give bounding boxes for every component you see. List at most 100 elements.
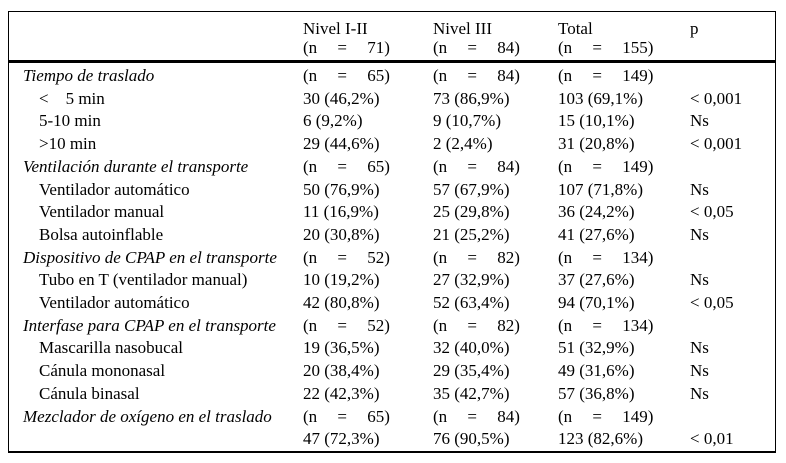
cell-nivel3: (n = 82) bbox=[433, 315, 520, 335]
header-nivel3-title: Nivel III bbox=[433, 19, 493, 38]
header-nivel12: Nivel I-II (n = 71) bbox=[303, 12, 433, 63]
cell-total: 36 (24,2%) bbox=[558, 202, 635, 222]
cell-total: (n = 134) bbox=[558, 247, 654, 267]
cell-nivel3: 52 (63,4%) bbox=[433, 293, 510, 313]
cell-total: (n = 134) bbox=[558, 315, 654, 335]
header-total-n: (n = 155) bbox=[558, 38, 654, 57]
table-row-group: Dispositivo de CPAP en el transporte (n =… bbox=[9, 247, 775, 270]
cell-label: Mezclador de oxígeno en el traslado bbox=[23, 406, 272, 426]
cell-p: Ns bbox=[690, 179, 709, 199]
header-total: Total (n = 155) bbox=[558, 12, 690, 63]
table-row: Ventilador automático 42 (80,8%) 52 (63,4%… bbox=[9, 292, 775, 315]
cell-total: (n = 149) bbox=[558, 66, 654, 85]
cell-label: Ventilador automático bbox=[39, 179, 190, 199]
cell-p bbox=[690, 156, 775, 179]
cell-nivel12: 20 (38,4%) bbox=[303, 361, 380, 381]
cell-label: Ventilador manual bbox=[39, 202, 165, 222]
table-row: Bolsa autoinflable 20 (30,8%) 21 (25,2%) 41… bbox=[9, 224, 775, 247]
cell-label: Cánula mononasal bbox=[39, 361, 166, 381]
header-nivel3: Nivel III (n = 84) bbox=[433, 12, 558, 63]
cell-nivel12: 20 (30,8%) bbox=[303, 224, 380, 244]
table-row-group: Mezclador de oxígeno en el traslado (n = … bbox=[9, 406, 775, 429]
cell-nivel12: 11 (16,9%) bbox=[303, 202, 379, 222]
table-row: Ventilador manual 11 (16,9%) 25 (29,8%) 36 … bbox=[9, 201, 775, 224]
cell-nivel3: (n = 84) bbox=[433, 406, 520, 426]
cell-label: Cánula binasal bbox=[39, 383, 140, 403]
cell-total: 41 (27,6%) bbox=[558, 224, 635, 244]
cell-nivel3: 21 (25,2%) bbox=[433, 224, 510, 244]
header-p-title: p bbox=[690, 19, 699, 38]
cell-nivel12: 22 (42,3%) bbox=[303, 383, 380, 403]
header-nivel3-n: (n = 84) bbox=[433, 38, 520, 57]
header-total-title: Total bbox=[558, 19, 593, 38]
cell-total: (n = 149) bbox=[558, 406, 654, 426]
cell-total: 94 (70,1%) bbox=[558, 293, 635, 313]
cell-nivel3: 2 (2,4%) bbox=[433, 134, 493, 154]
cell-p: Ns bbox=[690, 338, 709, 358]
table-row: >10 min 29 (44,6%) 2 (2,4%) 31 (20,8%) < 0,0… bbox=[9, 133, 775, 156]
header-empty bbox=[9, 12, 303, 63]
cell-label: Tubo en T (ventilador manual) bbox=[39, 270, 248, 290]
cell-nivel12: 50 (76,9%) bbox=[303, 179, 380, 199]
cell-nivel12: (n = 65) bbox=[303, 156, 390, 176]
cell-nivel12: 42 (80,8%) bbox=[303, 293, 380, 313]
cell-p: Ns bbox=[690, 361, 709, 381]
cell-p: < 0,001 bbox=[690, 134, 743, 154]
cell-p: Ns bbox=[690, 224, 709, 244]
cell-p bbox=[690, 315, 775, 338]
cell-total: (n = 149) bbox=[558, 156, 654, 176]
cell-nivel3: 27 (32,9%) bbox=[433, 270, 510, 290]
cell-nivel3: 29 (35,4%) bbox=[433, 361, 510, 381]
cell-nivel12: (n = 65) bbox=[303, 406, 390, 426]
cell-nivel3: (n = 84) bbox=[433, 156, 520, 176]
cell-nivel12: 10 (19,2%) bbox=[303, 270, 380, 290]
cell-nivel12: 6 (9,2%) bbox=[303, 111, 363, 131]
cell-nivel12: 30 (46,2%) bbox=[303, 88, 380, 108]
results-table-box: Nivel I-II (n = 71) Nivel III (n = 84) T… bbox=[8, 11, 776, 453]
cell-label: >10 min bbox=[39, 134, 97, 154]
cell-total: 31 (20,8%) bbox=[558, 134, 635, 154]
cell-nivel12: (n = 52) bbox=[303, 247, 390, 267]
cell-label: Dispositivo de CPAP en el transporte bbox=[23, 247, 277, 267]
cell-nivel3: 9 (10,7%) bbox=[433, 111, 501, 131]
cell-p: < 0,01 bbox=[690, 429, 734, 449]
cell-p: Ns bbox=[690, 111, 709, 131]
cell-p: < 0,05 bbox=[690, 202, 734, 222]
cell-p: Ns bbox=[690, 270, 709, 290]
cell-nivel3: 57 (67,9%) bbox=[433, 179, 510, 199]
cell-nivel3: 73 (86,9%) bbox=[433, 88, 510, 108]
table-row-group: Interfase para CPAP en el transporte (n =… bbox=[9, 315, 775, 338]
table-row: Cánula mononasal 20 (38,4%) 29 (35,4%) 49 (… bbox=[9, 360, 775, 383]
cell-nivel3: (n = 84) bbox=[433, 66, 520, 85]
header-p: p bbox=[690, 12, 775, 63]
cell-label: 5-10 min bbox=[39, 111, 101, 131]
cell-label: Mascarilla nasobucal bbox=[39, 338, 183, 358]
cell-label: Ventilación durante el transporte bbox=[23, 156, 249, 176]
cell-p: Ns bbox=[690, 383, 709, 403]
cell-total: 123 (82,6%) bbox=[558, 429, 643, 449]
header-nivel12-title: Nivel I-II bbox=[303, 19, 368, 38]
cell-p bbox=[690, 62, 775, 88]
cell-nivel3: 32 (40,0%) bbox=[433, 338, 510, 358]
table-row: Mascarilla nasobucal 19 (36,5%) 32 (40,0%)… bbox=[9, 337, 775, 360]
table-row: 5-10 min 6 (9,2%) 9 (10,7%) 15 (10,1%) Ns bbox=[9, 110, 775, 133]
cell-p: < 0,001 bbox=[690, 88, 743, 108]
cell-total: 37 (27,6%) bbox=[558, 270, 635, 290]
cell-nivel12: (n = 65) bbox=[303, 66, 390, 85]
table-row-group: Ventilación durante el transporte (n = 65… bbox=[9, 156, 775, 179]
header-nivel12-n: (n = 71) bbox=[303, 38, 390, 57]
cell-label bbox=[9, 428, 303, 451]
cell-p bbox=[690, 247, 775, 270]
cell-nivel3: 25 (29,8%) bbox=[433, 202, 510, 222]
table-row-group: Tiempo de traslado (n = 65) (n = 84) (n = 1… bbox=[9, 62, 775, 88]
cell-label: Ventilador automático bbox=[39, 293, 190, 313]
results-table: Nivel I-II (n = 71) Nivel III (n = 84) T… bbox=[9, 12, 775, 451]
cell-p bbox=[690, 406, 775, 429]
cell-nivel3: 76 (90,5%) bbox=[433, 429, 510, 449]
cell-total: 51 (32,9%) bbox=[558, 338, 635, 358]
table-row: Ventilador automático 50 (76,9%) 57 (67,9%… bbox=[9, 179, 775, 202]
cell-nivel12: (n = 52) bbox=[303, 315, 390, 335]
cell-total: 57 (36,8%) bbox=[558, 383, 635, 403]
cell-label: Bolsa autoinflable bbox=[39, 224, 164, 244]
cell-nivel12: 19 (36,5%) bbox=[303, 338, 380, 358]
